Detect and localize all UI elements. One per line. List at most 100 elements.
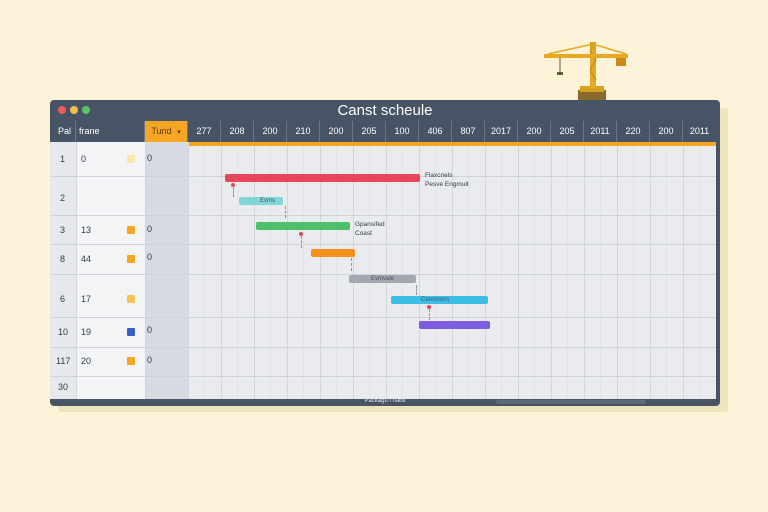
timeline-header: 210	[287, 121, 320, 142]
column-header-pal[interactable]: Pal	[50, 121, 76, 142]
grid-line	[287, 146, 288, 399]
gantt-bar[interactable]: Cancinons	[391, 296, 488, 304]
grid-line	[518, 146, 519, 399]
grid-line-minor	[204, 146, 205, 399]
timeline-progress-strip	[188, 142, 716, 146]
milestone-marker	[299, 232, 303, 236]
gantt-bar[interactable]	[311, 249, 355, 257]
grid-line	[485, 146, 486, 399]
row-separator	[50, 376, 716, 377]
grid-line	[386, 146, 387, 399]
crane-icon	[544, 42, 628, 102]
file-icon	[127, 155, 135, 163]
task-value: 0	[147, 355, 153, 365]
grid-line	[188, 142, 189, 399]
timeline-header: 200	[320, 121, 353, 142]
bar-annotation: Coast	[355, 230, 372, 237]
gantt-bar[interactable]	[225, 174, 420, 182]
gantt-bar[interactable]: Evms	[239, 197, 283, 205]
grid-line-minor	[369, 146, 370, 399]
bar-label: Evms	[260, 198, 275, 204]
row-number: 3	[60, 225, 66, 235]
bar-annotation: Flaxcnels	[425, 172, 453, 179]
grid-line-minor	[666, 146, 667, 399]
gantt-bar[interactable]: Evmvale	[349, 275, 416, 283]
dependency-line	[233, 187, 234, 197]
timeline-header: 2011	[683, 121, 716, 142]
gantt-bar[interactable]	[256, 222, 350, 230]
file-icon	[127, 255, 135, 263]
grid-line-minor	[501, 146, 502, 399]
grid-line	[221, 146, 222, 399]
row-number: 6	[60, 294, 66, 304]
grid-line	[650, 146, 651, 399]
horizontal-scrollbar[interactable]	[496, 400, 646, 404]
grid-line-minor	[336, 146, 337, 399]
dependency-line	[285, 206, 286, 218]
grid-line-minor	[699, 146, 700, 399]
row-value: 17	[81, 294, 92, 304]
row-number: 117	[56, 356, 71, 366]
row-separator	[50, 274, 716, 275]
row-value: 0	[81, 154, 87, 164]
bar-annotation: Pesve Engmuit	[425, 181, 469, 188]
gantt-bar[interactable]	[419, 321, 490, 329]
file-icon	[127, 226, 135, 234]
gantt-grid: Pal frane Tund ▾ 277 2 0 8 200 210 200 205…	[50, 121, 716, 399]
task-value: 0	[147, 252, 153, 262]
grid-line	[353, 146, 354, 399]
row-separator	[50, 215, 716, 216]
grid-line-minor	[237, 146, 238, 399]
task-value: 0	[147, 153, 153, 163]
grid-line-minor	[270, 146, 271, 399]
dependency-line	[429, 309, 430, 320]
grid-line-minor	[633, 146, 634, 399]
row-value: 44	[81, 254, 92, 264]
grid-line	[452, 146, 453, 399]
file-icon	[127, 357, 135, 365]
status-text: Packagu l habit	[364, 398, 406, 404]
title-bar: Canst scheule	[50, 100, 720, 121]
row-number: 30	[58, 382, 69, 392]
milestone-marker	[427, 305, 431, 309]
grid-line-minor	[600, 146, 601, 399]
timeline-header: 277	[188, 121, 221, 142]
dependency-line	[416, 285, 417, 295]
grid-line-minor	[435, 146, 436, 399]
window-title: Canst scheule	[337, 102, 433, 119]
grid-line	[254, 146, 255, 399]
grid-line	[683, 146, 684, 399]
grid-line-minor	[534, 146, 535, 399]
row-number-column	[50, 142, 76, 399]
timeline-header: 406	[419, 121, 452, 142]
close-button[interactable]	[58, 106, 66, 114]
row-number: 8	[60, 254, 66, 264]
grid-line	[617, 146, 618, 399]
dependency-line	[301, 236, 302, 248]
column-header-task[interactable]: Tund ▾	[145, 121, 188, 142]
timeline-header: 200	[518, 121, 551, 142]
timeline-header: 100	[386, 121, 419, 142]
gantt-window: Canst scheule Pal frane Tund ▾ 277 2 0 8 2…	[50, 100, 720, 406]
row-number: 2	[60, 193, 66, 203]
timeline-header: 220	[617, 121, 650, 142]
row-value: 19	[81, 327, 92, 337]
status-bar: Packagu l habit	[50, 398, 720, 406]
grid-line	[584, 146, 585, 399]
task-column	[145, 142, 188, 399]
row-number: 1	[60, 154, 66, 164]
minimize-button[interactable]	[70, 106, 78, 114]
grid-line-minor	[567, 146, 568, 399]
timeline-header: 205	[353, 121, 386, 142]
row-separator	[50, 317, 716, 318]
bar-annotation: Gpansifed	[355, 221, 385, 228]
grid-line-minor	[402, 146, 403, 399]
grid-line-minor	[468, 146, 469, 399]
maximize-button[interactable]	[82, 106, 90, 114]
milestone-marker	[231, 183, 235, 187]
column-header-frane[interactable]: frane	[76, 121, 145, 142]
dependency-line	[351, 258, 352, 271]
timeline-header: 2011	[584, 121, 617, 142]
grid-line	[145, 142, 146, 399]
timeline-header: 200	[254, 121, 287, 142]
